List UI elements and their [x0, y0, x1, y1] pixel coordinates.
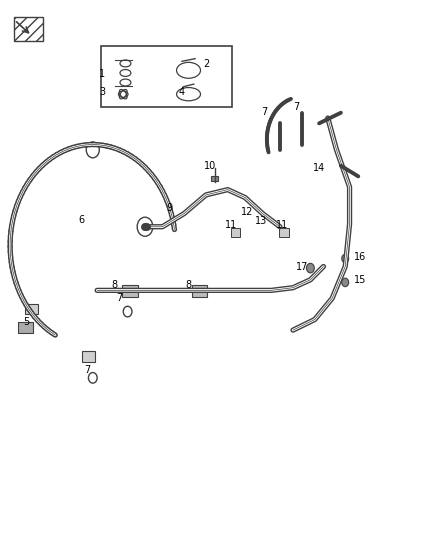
Bar: [231, 228, 240, 237]
Bar: [14, 17, 43, 41]
Text: 7: 7: [293, 102, 300, 112]
Text: 3: 3: [99, 86, 106, 96]
Bar: [102, 46, 232, 108]
Text: 7: 7: [261, 107, 268, 117]
Text: 9: 9: [166, 203, 172, 213]
Text: 8: 8: [112, 280, 118, 290]
Text: 1: 1: [99, 69, 106, 79]
Text: 13: 13: [254, 216, 267, 227]
Text: 11: 11: [276, 220, 288, 230]
Text: 2: 2: [203, 59, 209, 69]
Text: 5: 5: [24, 317, 30, 327]
Text: 6: 6: [79, 215, 85, 225]
Circle shape: [307, 263, 314, 273]
Text: 7: 7: [116, 293, 122, 303]
Text: 17: 17: [296, 262, 308, 271]
Bar: [191, 285, 207, 297]
Bar: [122, 285, 138, 297]
Text: 8: 8: [185, 280, 191, 290]
Text: 15: 15: [354, 275, 367, 285]
Circle shape: [342, 254, 349, 263]
Bar: [18, 322, 33, 333]
Bar: [82, 351, 95, 362]
Text: 14: 14: [313, 164, 325, 173]
Text: 4: 4: [179, 86, 185, 96]
Text: 10: 10: [204, 161, 216, 171]
Text: 12: 12: [241, 207, 254, 217]
Bar: [279, 228, 289, 237]
Text: 11: 11: [225, 220, 237, 230]
Circle shape: [342, 278, 349, 287]
Bar: [211, 176, 218, 181]
Text: 7: 7: [85, 365, 91, 375]
Text: 16: 16: [354, 252, 367, 262]
Bar: [25, 304, 39, 314]
